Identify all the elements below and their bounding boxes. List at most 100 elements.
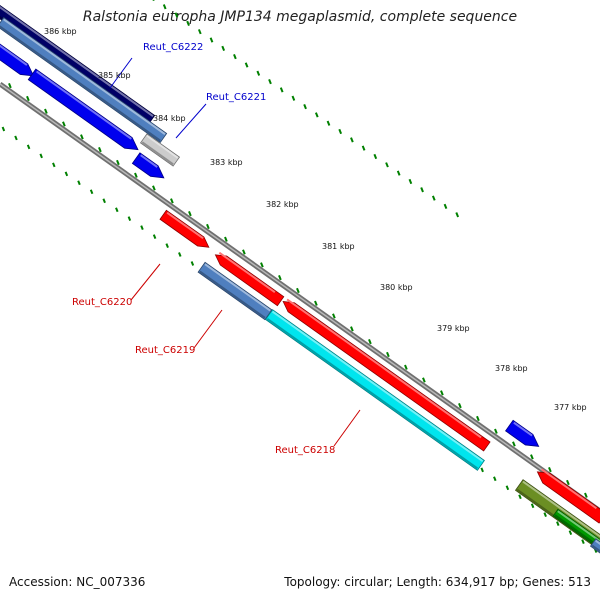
tick-mark	[493, 476, 497, 482]
tick-mark	[224, 236, 228, 242]
tick-mark	[568, 530, 573, 535]
tick-mark	[566, 479, 570, 486]
tick-mark	[512, 441, 516, 447]
tick-mark	[584, 492, 588, 498]
tick-ruler-1	[8, 83, 588, 498]
tick-mark	[278, 275, 282, 281]
tick-mark	[115, 207, 119, 213]
tick-mark	[206, 223, 210, 230]
tick-mark	[505, 485, 510, 491]
cds-reverse-right	[536, 468, 600, 524]
tick-mark	[373, 153, 378, 160]
tick-mark	[102, 198, 106, 204]
tick-mark	[494, 428, 498, 434]
tick-label: 377 kbp	[554, 403, 587, 412]
gene-label[interactable]: Reut_C6218	[275, 445, 335, 456]
cds-reut-c6220	[159, 209, 210, 248]
tick-mark	[64, 171, 69, 177]
tick-mark	[408, 178, 413, 185]
tick-mark	[174, 12, 179, 18]
tick-mark	[116, 159, 120, 166]
tick-mark	[476, 415, 480, 422]
tick-mark	[530, 503, 535, 509]
tick-mark	[26, 95, 30, 102]
tick-mark	[209, 37, 214, 43]
tick-mark	[98, 147, 102, 153]
tick-mark	[440, 390, 444, 396]
cog-bar-grey	[139, 133, 181, 167]
label-leader-4	[193, 309, 223, 349]
gene-label[interactable]: Reut_C6222	[143, 42, 203, 53]
label-leaders	[109, 57, 361, 447]
tick-mark	[165, 243, 169, 248]
tick-mark	[480, 467, 484, 473]
tick-mark	[134, 172, 138, 178]
gene-features	[0, 0, 600, 554]
label-leader-3	[130, 263, 161, 301]
tick-mark	[190, 261, 195, 266]
tick-mark	[140, 225, 144, 231]
tick-mark	[458, 403, 462, 409]
tick-mark	[186, 20, 190, 26]
tick-mark	[77, 180, 81, 186]
cds-reut-c6221	[131, 152, 165, 179]
tick-mark	[221, 45, 226, 51]
tick-mark	[279, 87, 284, 93]
tick-mark	[326, 120, 331, 126]
summary-text: Topology: circular; Length: 634,917 bp; …	[284, 575, 591, 589]
tick-mark	[244, 62, 249, 68]
tick-mark	[152, 0, 155, 2]
tick-mark	[256, 70, 261, 76]
tick-mark	[152, 185, 156, 191]
tick-mark	[443, 203, 448, 210]
tick-mark	[170, 198, 174, 204]
tick-mark	[396, 170, 401, 176]
tick-mark	[338, 128, 343, 135]
backbone-highlight	[0, 83, 600, 512]
gene-labels: Reut_C6222 Reut_C6221 Reut_C6220 Reut_C6219…	[72, 42, 335, 456]
cog-bar-blue	[0, 16, 168, 144]
tick-mark	[89, 189, 94, 195]
tick-mark	[314, 300, 318, 306]
tick-mark	[26, 144, 31, 150]
tick-mark	[260, 262, 264, 268]
cds-reut-c6222	[27, 68, 139, 151]
tick-mark	[242, 249, 246, 255]
tick-mark	[14, 135, 18, 141]
tick-label: 386 kbp	[44, 27, 77, 36]
tick-ruler-2	[152, 0, 460, 218]
tick-mark	[422, 377, 426, 383]
gene-label[interactable]: Reut_C6220	[72, 297, 132, 308]
tick-mark	[543, 512, 547, 518]
tick-mark	[350, 326, 354, 332]
label-leader-5	[333, 409, 361, 447]
tick-mark	[368, 339, 372, 345]
label-leader-2	[175, 103, 207, 139]
tick-mark	[332, 313, 336, 319]
tick-mark	[39, 153, 43, 159]
tick-label: 384 kbp	[153, 114, 186, 123]
tick-mark	[162, 4, 167, 10]
tick-mark	[455, 212, 460, 218]
tick-mark	[581, 539, 585, 544]
backbone	[0, 81, 600, 514]
gene-label[interactable]: Reut_C6221	[206, 92, 266, 103]
tick-mark	[404, 364, 408, 370]
cds-reut-c6222-part	[0, 42, 35, 77]
tick-mark	[62, 121, 66, 127]
tick-mark	[233, 54, 237, 60]
tick-label: 380 kbp	[380, 283, 413, 292]
tick-mark	[350, 137, 354, 143]
gene-label[interactable]: Reut_C6219	[135, 345, 195, 356]
cds-reut-c6219	[214, 251, 285, 307]
tick-mark	[8, 83, 12, 89]
tick-label: 382 kbp	[266, 200, 299, 209]
tick-mark	[420, 187, 424, 193]
tick-mark	[296, 287, 300, 294]
tick-mark	[314, 112, 319, 118]
label-leader-1	[109, 57, 133, 89]
accession-text: Accession: NC_007336	[9, 575, 146, 589]
tick-label: 379 kbp	[437, 324, 470, 333]
